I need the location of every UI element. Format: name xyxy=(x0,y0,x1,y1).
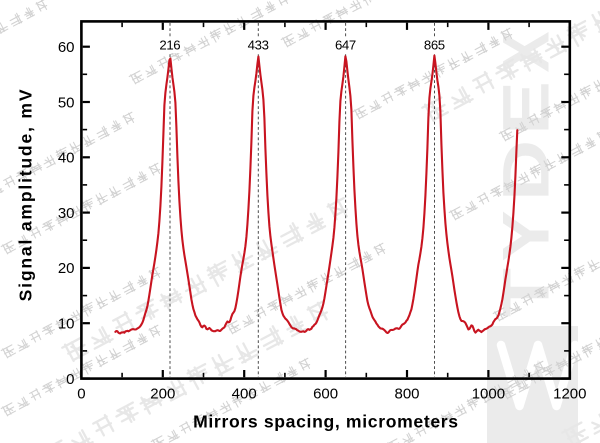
svg-text:Mirrors spacing, micrometers: Mirrors spacing, micrometers xyxy=(193,411,458,431)
svg-text:216: 216 xyxy=(159,38,180,53)
svg-text:Y: Y xyxy=(490,210,564,261)
svg-text:1000: 1000 xyxy=(472,385,505,402)
svg-text:1200: 1200 xyxy=(553,385,586,402)
svg-text:200: 200 xyxy=(150,385,175,402)
svg-text:20: 20 xyxy=(58,260,75,277)
svg-text:600: 600 xyxy=(313,385,338,402)
svg-text:865: 865 xyxy=(424,38,445,53)
svg-text:433: 433 xyxy=(248,38,269,53)
svg-text:800: 800 xyxy=(394,385,419,402)
svg-text:0: 0 xyxy=(77,385,85,402)
svg-text:10: 10 xyxy=(58,316,75,333)
svg-text:Signal amplitude, mV: Signal amplitude, mV xyxy=(16,89,36,301)
svg-text:647: 647 xyxy=(335,38,356,53)
svg-text:40: 40 xyxy=(58,150,75,167)
svg-text:60: 60 xyxy=(58,39,75,56)
svg-text:50: 50 xyxy=(58,94,75,111)
svg-text:30: 30 xyxy=(58,205,75,222)
svg-text:0: 0 xyxy=(66,371,74,388)
svg-text:D: D xyxy=(490,140,564,202)
svg-text:400: 400 xyxy=(232,385,257,402)
svg-text:E: E xyxy=(488,81,562,135)
